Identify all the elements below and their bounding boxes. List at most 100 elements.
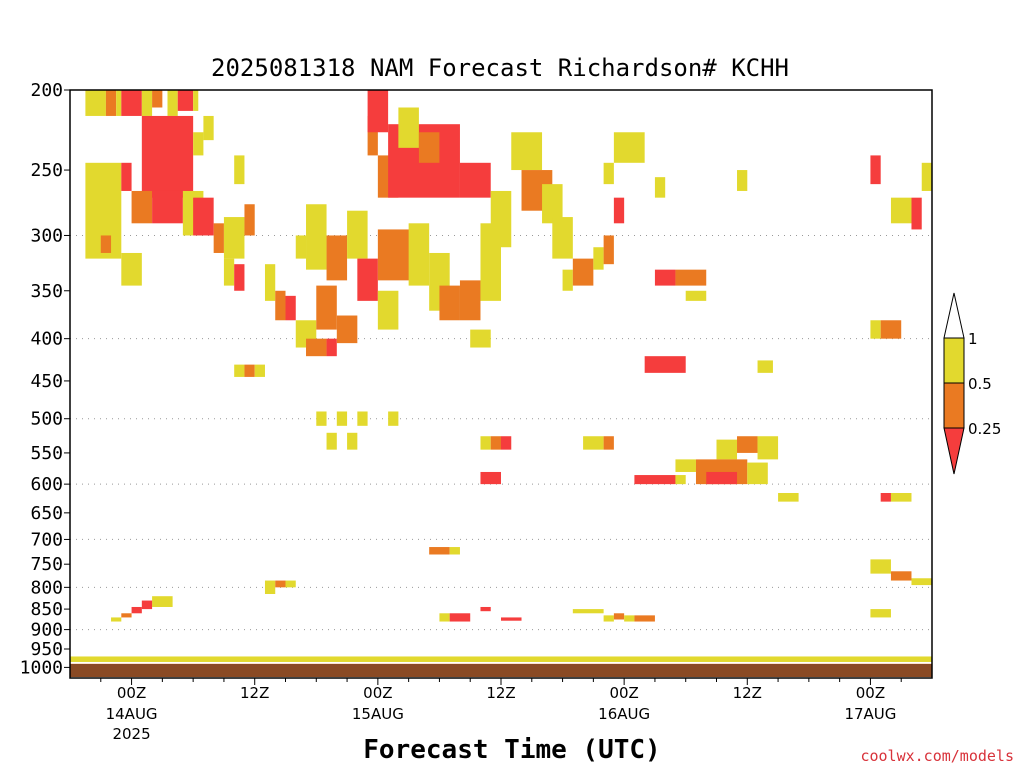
heatmap-cell bbox=[367, 115, 378, 156]
heatmap-cell bbox=[490, 436, 501, 450]
heatmap-cell bbox=[542, 184, 563, 224]
heatmap-cell bbox=[613, 613, 625, 620]
heatmap-cell bbox=[193, 197, 214, 236]
heatmap-cell bbox=[716, 439, 738, 460]
heatmap-cell bbox=[870, 155, 881, 185]
heatmap-cell bbox=[213, 223, 224, 253]
heatmap-cell bbox=[111, 617, 122, 622]
x-tick-label: 00Z bbox=[609, 684, 638, 702]
heatmap-cell bbox=[890, 492, 912, 502]
y-tick-label: 250 bbox=[30, 160, 63, 181]
heatmap-cell bbox=[418, 132, 440, 163]
heatmap-cell bbox=[234, 264, 245, 291]
heatmap-cell bbox=[603, 162, 614, 185]
x-tick-label: 00Z bbox=[856, 684, 885, 702]
heatmap-cell bbox=[141, 600, 153, 610]
y-tick-label: 600 bbox=[30, 474, 63, 495]
heatmap-cell bbox=[121, 252, 142, 286]
heatmap-cell bbox=[203, 115, 214, 141]
heatmap-cell bbox=[429, 547, 450, 555]
heatmap-cell bbox=[316, 411, 327, 426]
color-legend: 1 0.5 0.25 bbox=[943, 292, 1001, 475]
heatmap-cell bbox=[377, 290, 399, 330]
heatmap-cell bbox=[326, 338, 337, 357]
legend-below-025-swatch bbox=[943, 427, 965, 475]
heatmap-cell bbox=[398, 107, 419, 148]
y-tick-label: 650 bbox=[30, 503, 63, 524]
heatmap-cell bbox=[634, 615, 655, 622]
y-tick-label: 350 bbox=[30, 281, 63, 302]
y-tick-label: 450 bbox=[30, 371, 63, 392]
heatmap-cell bbox=[449, 613, 471, 622]
heatmap-cell bbox=[264, 580, 276, 595]
y-tick-label: 1000 bbox=[20, 657, 63, 678]
heatmap-cell bbox=[603, 615, 614, 622]
heatmap-cell bbox=[85, 90, 106, 116]
x-tick-date: 17AUG bbox=[844, 705, 896, 723]
heatmap-cell bbox=[336, 411, 348, 426]
y-axis: 200 250 300 350 400 450 500 550 600 650 700 7508008… bbox=[20, 80, 70, 678]
heatmap-cell bbox=[562, 269, 573, 291]
y-tick-label: 200 bbox=[30, 80, 63, 101]
y-tick-label: 850 bbox=[30, 599, 63, 620]
heatmap-cell bbox=[675, 459, 696, 472]
heatmap-cell bbox=[911, 578, 932, 586]
credit-text: coolwx.com/models bbox=[860, 747, 1014, 765]
heatmap-cell bbox=[501, 436, 512, 450]
heatmap-cell bbox=[737, 436, 758, 453]
heatmap-cell bbox=[634, 475, 676, 485]
heatmap-cell bbox=[459, 280, 481, 321]
heatmap-cell bbox=[408, 223, 430, 286]
heatmap-cell bbox=[511, 132, 543, 171]
heatmap-cell bbox=[116, 90, 122, 116]
x-tick-year: 2025 bbox=[112, 725, 150, 743]
legend-label-0.5: 0.5 bbox=[968, 375, 992, 393]
heatmap-cell bbox=[193, 90, 199, 111]
heatmap-cell bbox=[336, 315, 358, 344]
heatmap-cell bbox=[234, 155, 245, 185]
heatmap-cell bbox=[254, 364, 265, 377]
heatmap-cell bbox=[357, 411, 368, 426]
heatmap-cell bbox=[439, 285, 460, 321]
x-tick-label: 12Z bbox=[733, 684, 762, 702]
y-tick-label: 950 bbox=[30, 639, 63, 660]
heatmap-cell bbox=[285, 295, 296, 321]
y-tick-label: 550 bbox=[30, 443, 63, 464]
y-tick-label: 800 bbox=[30, 577, 63, 598]
y-tick-label: 300 bbox=[30, 225, 63, 246]
heatmap-cell bbox=[306, 204, 327, 270]
y-tick-label: 900 bbox=[30, 620, 63, 641]
heatmap-cell bbox=[152, 190, 183, 224]
heatmap-cell bbox=[285, 580, 296, 588]
heatmap-cell bbox=[778, 492, 799, 502]
heatmap-cell bbox=[480, 471, 501, 485]
heatmap-cell bbox=[223, 217, 245, 259]
heatmap-cell bbox=[552, 217, 573, 259]
x-tick-label: 00Z bbox=[117, 684, 146, 702]
heatmap-cell bbox=[880, 492, 891, 502]
x-tick-date: 15AUG bbox=[352, 705, 404, 723]
heatmap-cell bbox=[326, 432, 337, 450]
x-tick-label: 12Z bbox=[486, 684, 515, 702]
heatmap-cell bbox=[347, 210, 368, 259]
heatmap-cell bbox=[141, 90, 153, 116]
heatmap-cell bbox=[706, 471, 738, 485]
heatmap-cell bbox=[654, 177, 666, 198]
ground-surface-bar bbox=[70, 664, 932, 677]
heatmap-cell bbox=[275, 290, 286, 321]
heatmap-cell bbox=[572, 609, 604, 614]
x-axis: 00Z 14AUG 2025 12Z 00Z 15AUG 12Z 00Z 16AUG 12Z 00Z… bbox=[100, 678, 902, 743]
plot-area-background bbox=[70, 90, 932, 678]
x-tick-label: 00Z bbox=[363, 684, 392, 702]
y-tick-label: 750 bbox=[30, 554, 63, 575]
heatmap-cell bbox=[613, 197, 625, 224]
heatmap-cell bbox=[870, 559, 891, 574]
heatmap-cell bbox=[193, 132, 204, 156]
heatmap-cell bbox=[167, 90, 178, 116]
heatmap-cell bbox=[223, 258, 235, 286]
heatmap-cell bbox=[624, 615, 635, 622]
heatmap-cell bbox=[675, 475, 686, 485]
heatmap-cell bbox=[234, 364, 245, 377]
heatmap-cell bbox=[921, 162, 932, 191]
